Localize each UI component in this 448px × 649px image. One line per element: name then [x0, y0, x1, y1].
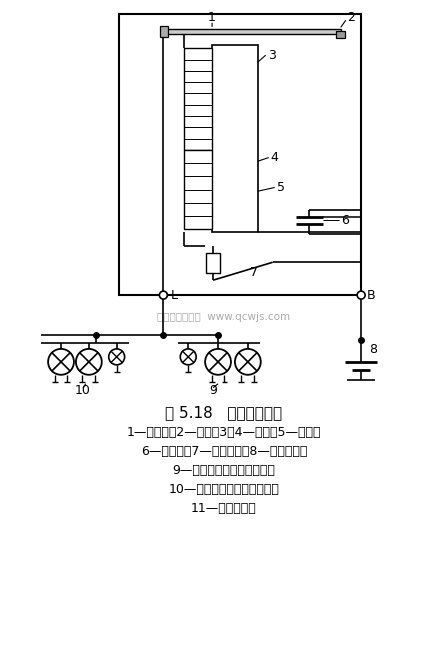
Circle shape — [235, 349, 261, 374]
Bar — [119, 14, 361, 295]
Text: 2: 2 — [347, 11, 355, 24]
Bar — [206, 253, 220, 273]
Circle shape — [48, 349, 74, 374]
Text: 1—弹簧片；2—触点；3、4—线圈；5—铁心；: 1—弹簧片；2—触点；3、4—线圈；5—铁心； — [127, 426, 321, 439]
Circle shape — [109, 349, 125, 365]
Text: 5: 5 — [277, 181, 284, 194]
Text: 10—左转向信号灯和指示灯；: 10—左转向信号灯和指示灯； — [168, 483, 280, 496]
Text: 9: 9 — [209, 384, 217, 397]
Bar — [212, 45, 258, 232]
Bar — [336, 31, 345, 38]
Text: 8: 8 — [369, 343, 377, 356]
Text: 9—右转向信号灯和指示灯；: 9—右转向信号灯和指示灯； — [172, 464, 276, 477]
Text: 10: 10 — [75, 384, 91, 397]
Text: 6—电容器；7—灭弧电阵；8—电源开关；: 6—电容器；7—灭弧电阵；8—电源开关； — [141, 445, 307, 458]
Text: L: L — [170, 289, 177, 302]
Bar — [184, 150, 212, 229]
Text: 11—转向灯开关: 11—转向灯开关 — [191, 502, 257, 515]
Text: 图 5.18   电容式闪光器: 图 5.18 电容式闪光器 — [165, 405, 283, 420]
Bar — [184, 48, 212, 150]
Circle shape — [76, 349, 102, 374]
Text: 1: 1 — [208, 11, 216, 24]
Text: 6: 6 — [341, 214, 349, 227]
Circle shape — [357, 291, 365, 299]
Bar — [164, 29, 341, 34]
Text: 汽车维修技术网  www.qcwjs.com: 汽车维修技术网 www.qcwjs.com — [157, 312, 291, 322]
Text: 3: 3 — [268, 49, 276, 62]
Bar — [160, 26, 168, 37]
Text: 7: 7 — [250, 265, 258, 278]
Circle shape — [180, 349, 196, 365]
Text: 4: 4 — [271, 151, 279, 164]
Circle shape — [205, 349, 231, 374]
Circle shape — [159, 291, 168, 299]
Text: B: B — [367, 289, 376, 302]
